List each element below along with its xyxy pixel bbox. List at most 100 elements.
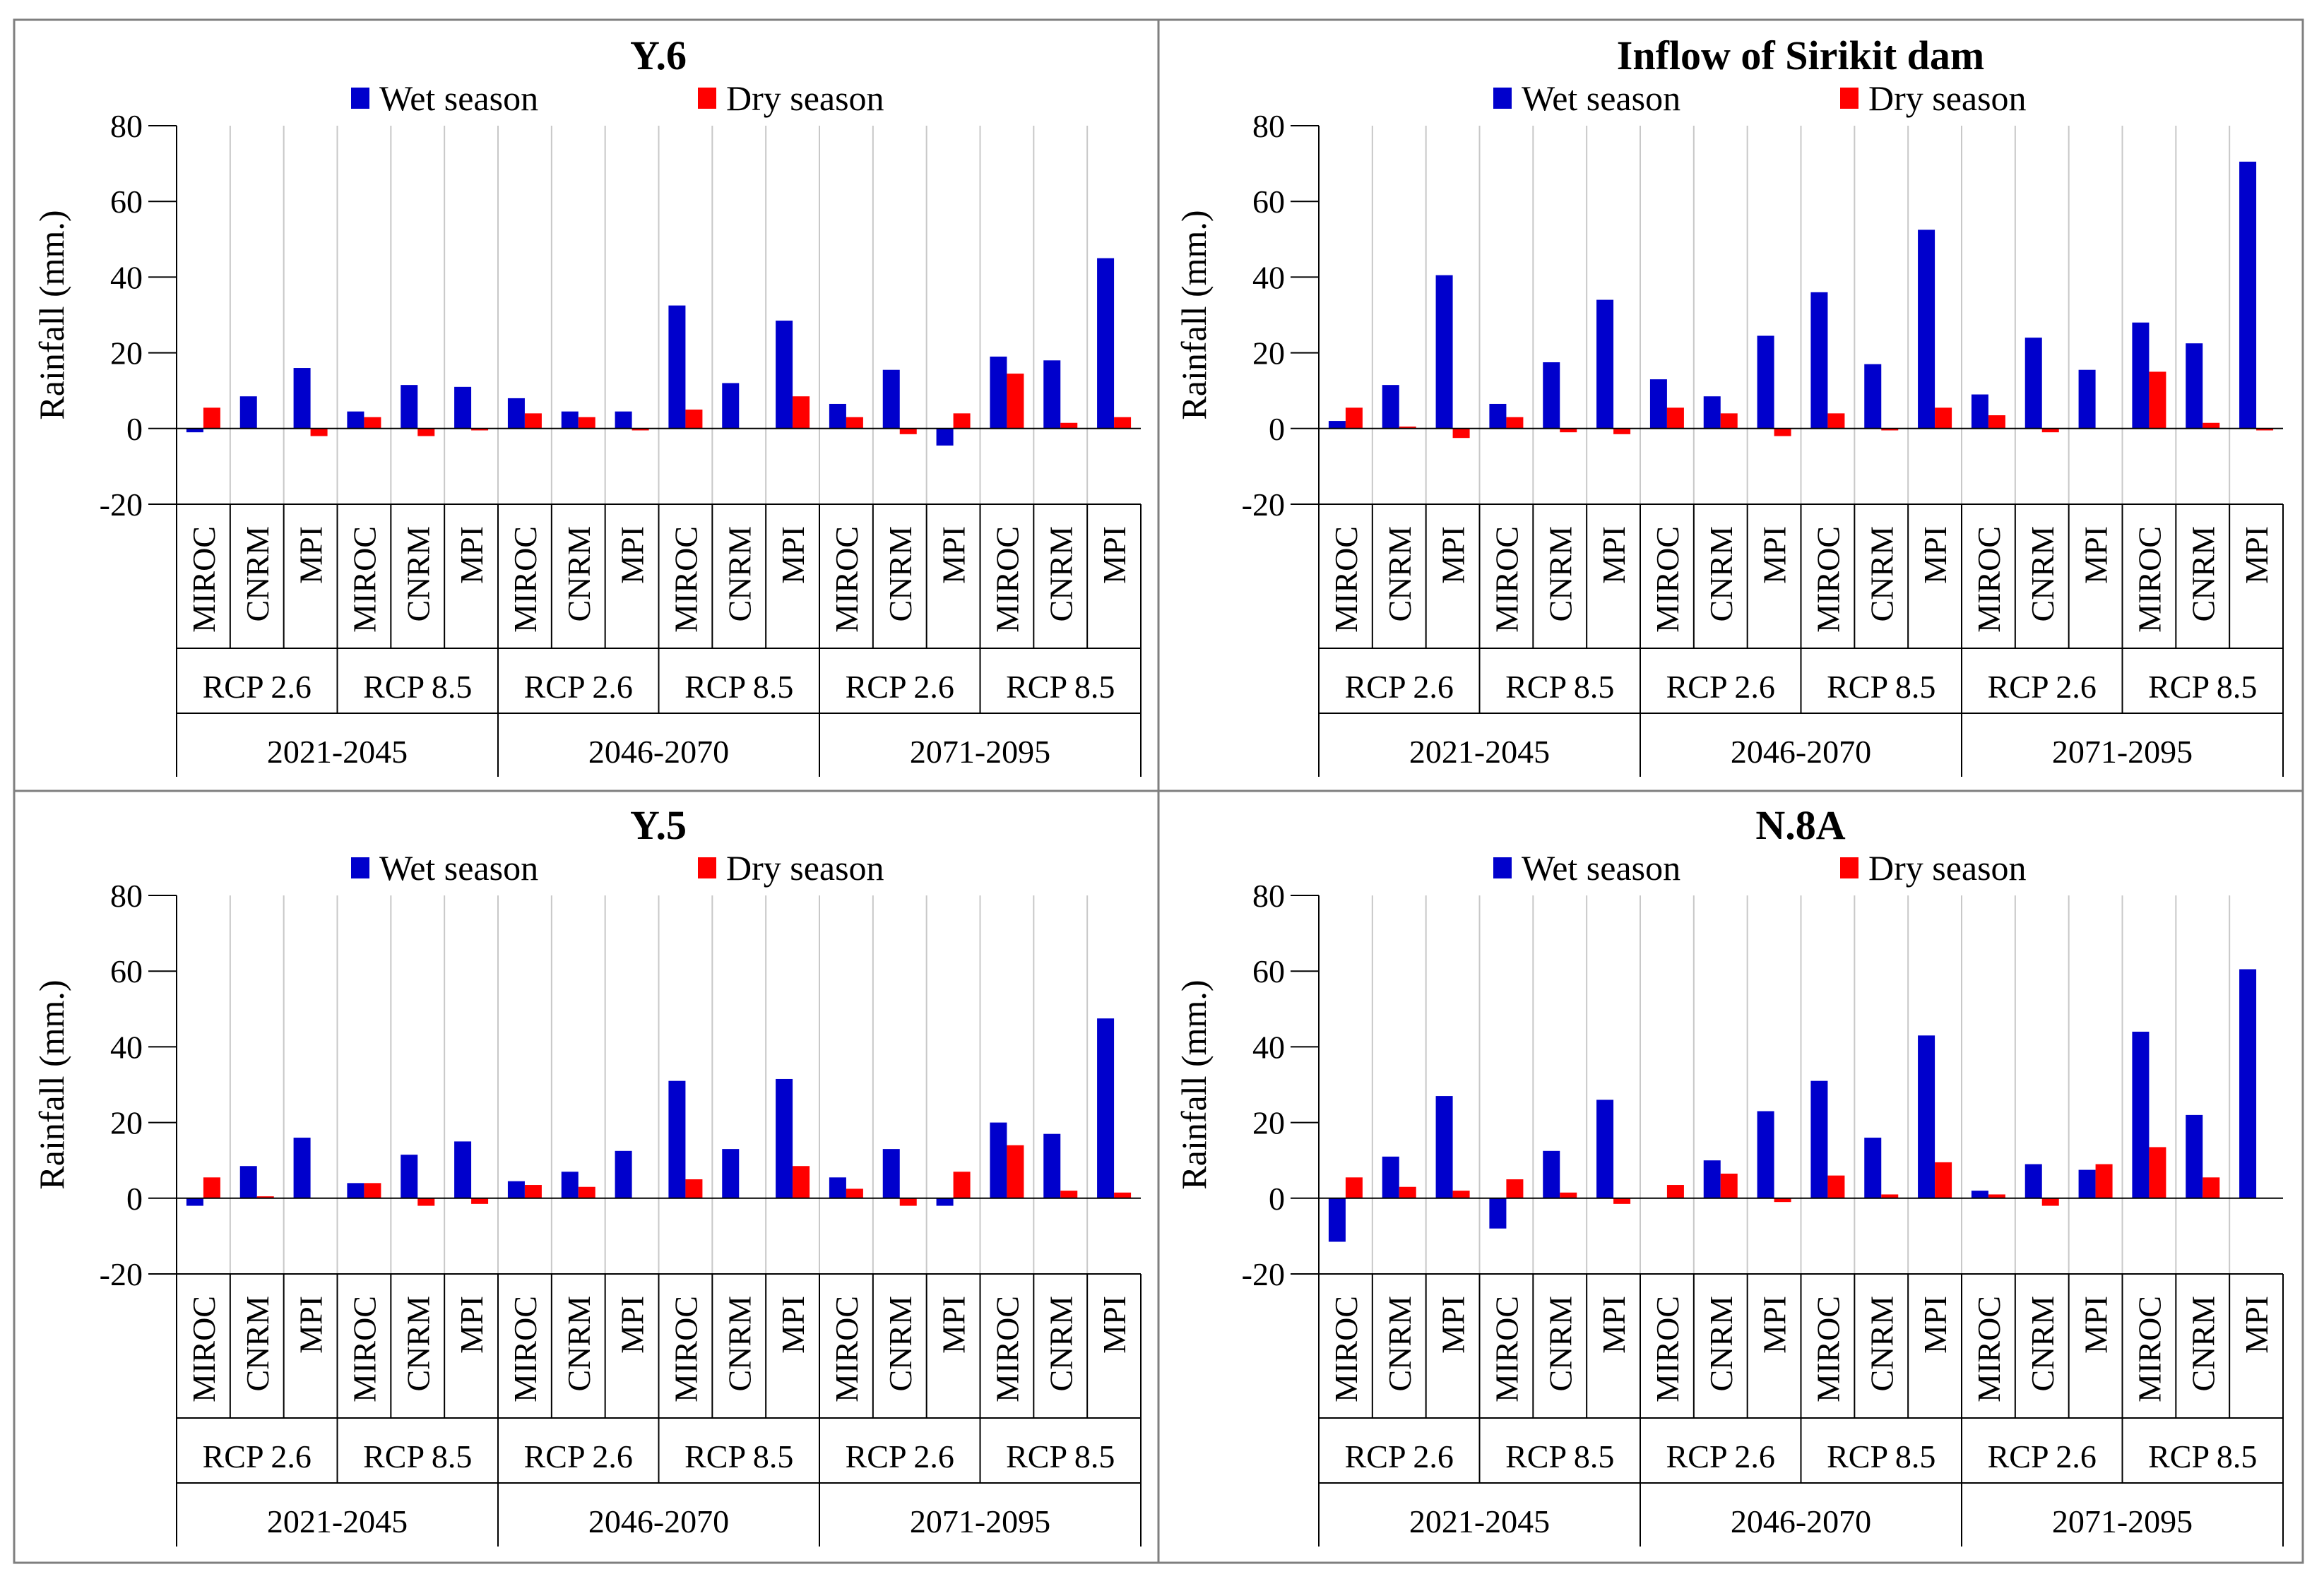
y-tick-label: 60 [1252,184,1285,220]
x-period-label: 2021-2045 [1409,734,1550,770]
legend-wet-swatch [351,88,369,109]
bar-wet [454,1141,472,1198]
bar-wet [239,396,257,429]
bar-wet [882,1149,900,1198]
bar-wet [293,1138,311,1198]
x-model-label: CNRM [2185,1296,2221,1391]
bar-wet [1543,1150,1560,1198]
bar-dry [524,413,542,429]
x-scenario-label: RCP 8.5 [1006,1438,1115,1474]
bar-wet [2186,343,2203,429]
bar-dry [2149,1147,2166,1198]
y-tick-label: 20 [1252,1105,1285,1141]
chart-panel-3: Y.5 Wet season Dry season Rainfall (mm.) 80 6… [32,802,1142,1547]
y-axis-label: Rainfall (mm.) [32,979,71,1189]
bar-wet [2024,1164,2042,1198]
bar-wet [2132,322,2150,429]
bar-wet [2024,338,2042,429]
bar-dry [1666,407,1684,429]
x-model-label: MIROC [1971,1296,2007,1402]
legend-dry-label: Dry season [726,848,884,888]
bar-dry [1452,1191,1470,1198]
legend-dry-swatch [1840,88,1858,109]
x-model-label: MIROC [507,1296,543,1402]
x-scenario-label: RCP 2.6 [1666,669,1775,705]
y-tick-label: 20 [1252,335,1285,371]
x-period-label: 2071-2095 [2052,734,2193,770]
bar-wet [401,385,418,429]
bar-wet [507,398,525,429]
y-tick-label: 60 [110,953,143,989]
y-tick-label: -20 [1242,1256,1285,1292]
x-period-label: 2046-2070 [588,1503,729,1539]
bar-dry [1345,1177,1363,1198]
bar-wet [722,383,740,429]
bar-dry [1720,413,1738,429]
bar-wet [2078,1169,2096,1198]
x-model-label: CNRM [882,1296,918,1391]
y-tick-label: -20 [100,487,143,523]
x-period-label: 2021-2045 [267,734,408,770]
legend-dry-label: Dry season [1868,78,2027,118]
bar-dry [203,1177,220,1198]
bar-wet [1810,292,1828,429]
x-period-label: 2071-2095 [910,1503,1050,1539]
bar-wet [1810,1080,1828,1198]
x-model-label: CNRM [1703,1296,1739,1391]
x-scenario-label: RCP 8.5 [363,669,472,705]
bar-wet [507,1181,525,1198]
chart-title: Inflow of Sirikit dam [1617,32,1984,78]
bar-dry [2095,1164,2113,1198]
bar-wet [722,1149,740,1198]
x-model-label: MPI [1435,1296,1471,1354]
bar-dry [1666,1185,1684,1198]
bar-dry [1345,407,1363,429]
bar-wet [1757,335,1774,429]
chart-title: Y.6 [630,32,687,78]
x-scenario-label: RCP 2.6 [846,669,954,705]
bar-dry [846,1188,863,1198]
x-model-label: MIROC [829,526,865,633]
x-model-label: MIROC [2131,1296,2167,1402]
bar-dry [1399,1186,1416,1198]
x-model-label: MPI [936,526,972,584]
bar-wet [829,403,846,429]
x-model-label: MPI [2239,526,2275,584]
x-model-label: MPI [293,526,329,584]
x-scenario-label: RCP 2.6 [1666,1438,1775,1474]
bar-dry [471,1198,489,1204]
y-tick-label: 0 [126,411,143,447]
x-model-label: CNRM [239,526,275,621]
bar-wet [186,428,203,433]
legend-wet-label: Wet season [1522,848,1680,888]
x-model-label: CNRM [400,526,436,621]
x-model-label: MIROC [668,1296,704,1402]
bar-wet [2132,1031,2150,1198]
y-tick-label: 80 [1252,108,1285,144]
y-axis-label: Rainfall (mm.) [1174,979,1214,1189]
x-model-label: MPI [775,526,811,584]
legend-dry-label: Dry season [726,78,884,118]
y-tick-label: 0 [126,1181,143,1217]
x-scenario-label: RCP 8.5 [2148,669,2257,705]
bar-wet [615,1150,632,1198]
x-model-label: CNRM [2185,526,2221,621]
x-scenario-label: RCP 8.5 [1827,669,1935,705]
x-scenario-label: RCP 2.6 [1345,1438,1454,1474]
y-tick-label: 20 [110,335,143,371]
x-model-label: MIROC [507,526,543,633]
x-model-label: MPI [2239,1296,2275,1354]
chart-panel-1: Y.6 Wet season Dry season Rainfall (mm.) 80 6… [32,32,1142,777]
y-tick-label: 80 [110,878,143,914]
x-model-label: MIROC [989,526,1025,633]
x-model-label: MPI [1596,526,1632,584]
bar-dry [1506,1179,1524,1198]
x-model-label: MIROC [1328,526,1364,633]
bar-wet [1097,1018,1115,1198]
bar-dry [417,1198,435,1206]
x-scenario-label: RCP 8.5 [684,1438,793,1474]
bar-dry [1827,413,1845,429]
bar-wet [1703,396,1721,429]
bar-dry [1988,1194,2005,1198]
bar-wet [1543,362,1560,429]
